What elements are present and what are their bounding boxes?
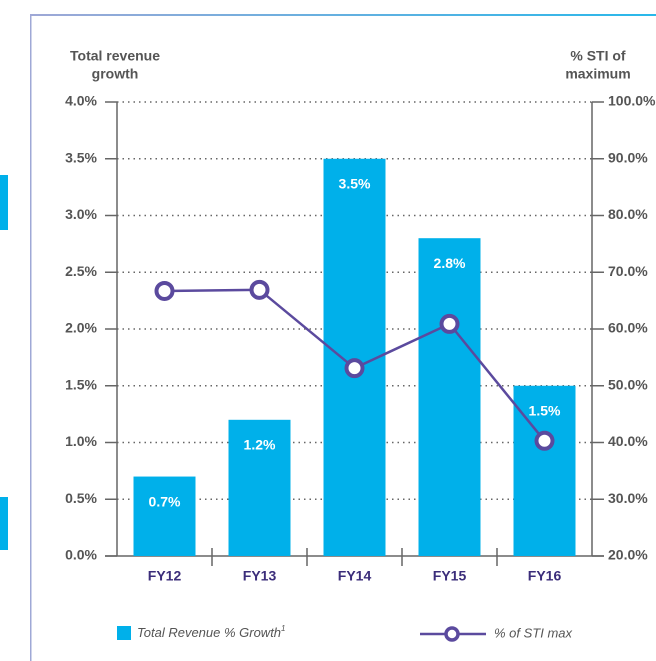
y-tick-label: 2.0% bbox=[65, 320, 97, 336]
bar bbox=[228, 419, 291, 556]
data-label: 1.2% bbox=[244, 437, 276, 453]
y2-tick-label: 20.0% bbox=[608, 547, 648, 563]
data-label: 2.8% bbox=[434, 255, 466, 271]
frame-top bbox=[30, 14, 656, 16]
x-tick-label: FY12 bbox=[148, 568, 182, 584]
line-marker bbox=[344, 358, 365, 379]
legend-footnote: 1 bbox=[281, 624, 285, 633]
side-decor bbox=[0, 497, 8, 550]
legend-marker bbox=[444, 626, 460, 642]
y-tick-label: 2.5% bbox=[65, 263, 97, 279]
y2-tick-label: 90.0% bbox=[608, 149, 648, 165]
y-tick-label: 3.0% bbox=[65, 206, 97, 222]
y2-tick-label: 100.0% bbox=[608, 93, 656, 109]
y-tick-label: 3.5% bbox=[65, 149, 97, 165]
y-axis-title: growth bbox=[92, 66, 139, 82]
y2-tick-label: 70.0% bbox=[608, 263, 648, 279]
legend-label: % of STI max bbox=[494, 625, 573, 640]
y2-axis-title: % STI of bbox=[570, 48, 626, 64]
x-tick-label: FY14 bbox=[338, 568, 372, 584]
legend-swatch bbox=[117, 626, 131, 640]
y-tick-label: 4.0% bbox=[65, 93, 97, 109]
line-marker bbox=[439, 313, 460, 334]
bar bbox=[133, 476, 196, 556]
x-tick-label: FY13 bbox=[243, 568, 277, 584]
y-axis-title: Total revenue bbox=[70, 48, 160, 64]
x-tick-label: FY15 bbox=[433, 568, 467, 584]
x-tick-label: FY16 bbox=[528, 568, 562, 584]
y2-tick-label: 30.0% bbox=[608, 490, 648, 506]
y2-tick-label: 80.0% bbox=[608, 206, 648, 222]
bar bbox=[418, 238, 481, 556]
line-marker bbox=[534, 430, 555, 451]
line-marker bbox=[154, 280, 175, 301]
data-label: 3.5% bbox=[339, 175, 371, 191]
y2-axis-title: maximum bbox=[565, 66, 630, 82]
y-tick-label: 0.5% bbox=[65, 490, 97, 506]
y2-tick-label: 40.0% bbox=[608, 433, 648, 449]
line-marker bbox=[249, 279, 270, 300]
y-tick-label: 1.5% bbox=[65, 376, 97, 392]
data-label: 0.7% bbox=[149, 493, 181, 509]
side-decor bbox=[0, 175, 8, 230]
data-label: 1.5% bbox=[529, 402, 561, 418]
y-tick-label: 0.0% bbox=[65, 547, 97, 563]
legend-label: Total Revenue % Growth1 bbox=[137, 624, 286, 640]
legend-label-text: Total Revenue % Growth bbox=[137, 625, 281, 640]
y-tick-label: 1.0% bbox=[65, 433, 97, 449]
frame-left bbox=[30, 14, 32, 661]
y2-tick-label: 50.0% bbox=[608, 376, 648, 392]
y2-tick-label: 60.0% bbox=[608, 320, 648, 336]
